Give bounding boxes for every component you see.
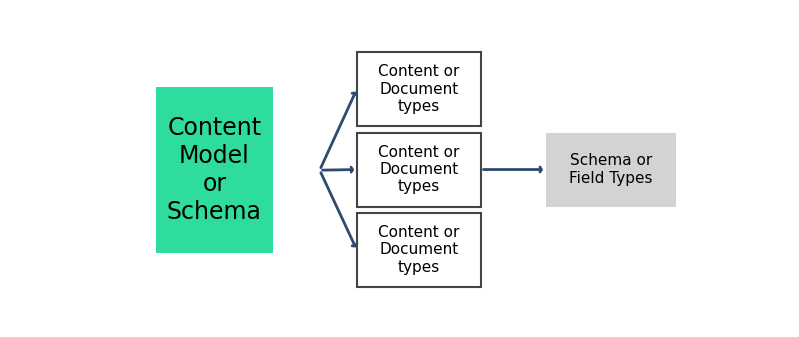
- Text: Content
Model
or
Schema: Content Model or Schema: [167, 117, 262, 224]
- Text: Schema or
Field Types: Schema or Field Types: [569, 153, 653, 186]
- Bar: [546, 132, 676, 207]
- Bar: [357, 52, 481, 126]
- Text: Content or
Document
types: Content or Document types: [378, 225, 459, 275]
- Bar: [156, 87, 273, 253]
- Bar: [357, 132, 481, 207]
- Text: Content or
Document
types: Content or Document types: [378, 145, 459, 194]
- Text: Content or
Document
types: Content or Document types: [378, 64, 459, 114]
- Bar: [357, 213, 481, 287]
